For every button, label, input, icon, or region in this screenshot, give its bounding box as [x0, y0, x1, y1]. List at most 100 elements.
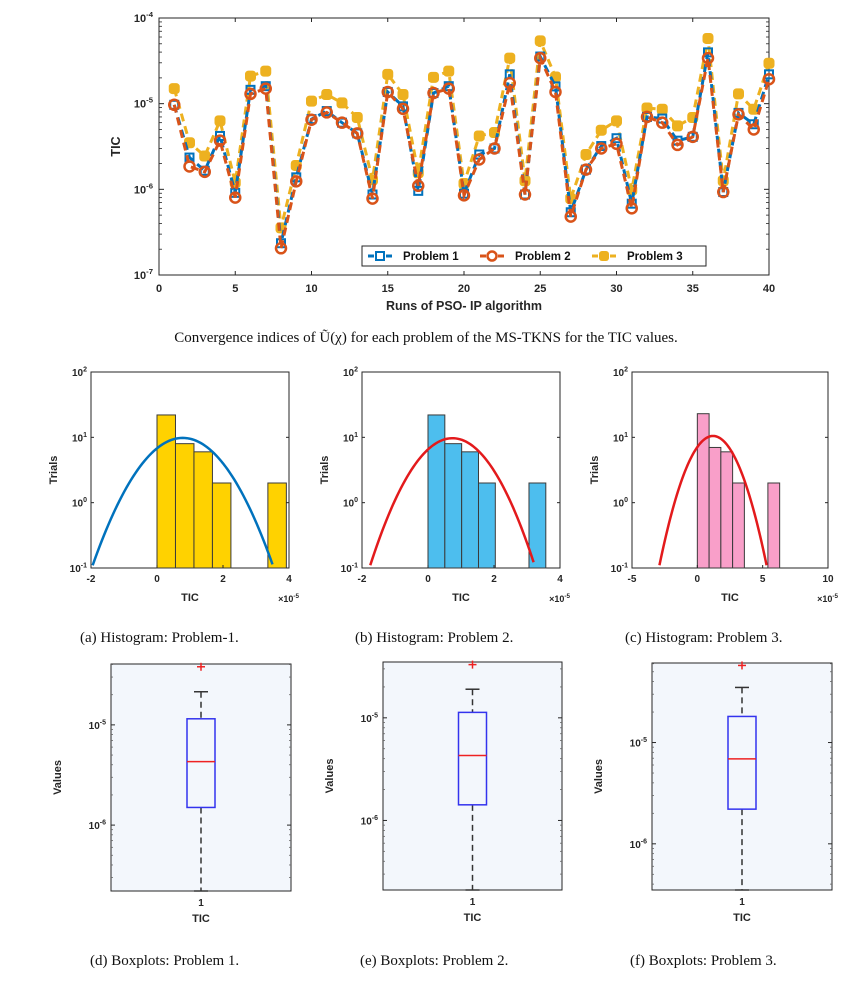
y-tick-label: 101 — [343, 432, 358, 445]
data-point-problem-2 — [671, 138, 684, 152]
data-point-problem-3 — [428, 71, 439, 83]
x-tick-label: -2 — [87, 574, 96, 585]
histogram-bar — [708, 446, 722, 569]
boxplot-problem-1: 10-6 10-5 1 TIC Values — [52, 662, 292, 925]
x-tick-label: 5 — [760, 574, 766, 585]
data-point-problem-3 — [504, 52, 516, 64]
y-tick-label: 10-6 — [89, 820, 106, 833]
y-tick-label: 10-5 — [630, 737, 647, 750]
fit-curve — [91, 436, 274, 566]
y-tick-label: 10-1 — [70, 563, 87, 576]
x-tick-label: 25 — [534, 283, 546, 295]
data-point-problem-3 — [656, 103, 668, 115]
outlier-marker — [197, 662, 205, 671]
y-tick-label: 10-5 — [361, 712, 378, 725]
histogram-bar — [193, 451, 213, 569]
data-point-problem-3 — [382, 68, 394, 80]
plot-frame — [651, 662, 833, 891]
data-point-problem-2 — [427, 86, 440, 100]
fit-curve — [658, 434, 768, 566]
x-tick-label: 4 — [286, 574, 292, 585]
data-point-problem-2 — [488, 142, 501, 155]
data-point-problem-2 — [549, 85, 562, 99]
data-point-problem-2 — [259, 82, 272, 95]
data-point-problem-3 — [336, 97, 348, 109]
data-point-problem-2 — [320, 106, 333, 119]
data-point-problem-2 — [396, 102, 410, 116]
histogram-bar — [174, 443, 195, 569]
histogram-bar — [477, 482, 496, 569]
histogram-bar — [732, 482, 745, 569]
y-tick-label: 100 — [343, 497, 358, 510]
y-axis-label: Trials — [589, 456, 601, 485]
outlier-marker — [468, 660, 477, 669]
x-multiplier-label: ×10-5 — [278, 593, 299, 604]
y-axis-label: Trials — [319, 456, 331, 485]
data-point-problem-2 — [717, 185, 730, 199]
legend-label-1: Problem 1 — [403, 251, 459, 263]
data-point-problem-2 — [473, 153, 486, 166]
histogram-bar — [444, 443, 463, 569]
data-point-problem-3 — [611, 115, 622, 127]
data-point-problem-2 — [686, 130, 699, 144]
histogram-bar — [720, 451, 734, 569]
y-tick-label: 10-6 — [361, 815, 378, 828]
data-point-problem-2 — [503, 76, 516, 90]
caption-boxplot-2: (e) Boxplots: Problem 2. — [360, 953, 509, 969]
data-point-problem-3 — [595, 124, 607, 136]
caption-boxplot-3: (f) Boxplots: Problem 3. — [630, 953, 777, 969]
fit-curve — [369, 436, 535, 566]
histogram-bar — [211, 482, 232, 569]
y-tick-label: 10-5 — [134, 96, 154, 111]
x-multiplier-label: ×10-5 — [817, 593, 838, 604]
data-point-problem-3 — [534, 35, 546, 47]
data-point-problem-2 — [442, 82, 455, 95]
data-point-problem-2 — [762, 72, 776, 86]
data-point-problem-2 — [290, 175, 303, 188]
y-axis-label: Values — [52, 760, 64, 795]
x-tick-label: -5 — [628, 574, 637, 585]
data-point-problem-2 — [625, 202, 638, 215]
box-iqr — [186, 718, 216, 809]
legend: Problem 1 Problem 2 Problem 3 — [361, 245, 707, 267]
x-tick-label: 2 — [220, 574, 226, 585]
y-tick-label: 101 — [613, 432, 628, 445]
histogram-bar — [267, 482, 287, 569]
y-tick-label: 10-4 — [134, 10, 154, 25]
data-point-problem-3 — [763, 57, 775, 69]
x-tick-label: 1 — [470, 897, 476, 908]
y-tick-label: 102 — [613, 367, 628, 380]
data-point-problem-3 — [260, 65, 272, 77]
data-point-problem-1 — [413, 185, 424, 196]
data-point-problem-3 — [702, 32, 714, 44]
outlier-marker — [738, 661, 746, 670]
box-iqr — [727, 715, 757, 810]
data-point-problem-1 — [611, 133, 622, 144]
x-tick-label: 0 — [425, 574, 431, 585]
x-tick-label: 0 — [156, 283, 162, 295]
data-point-problem-3 — [321, 88, 333, 100]
data-point-problem-2 — [213, 134, 227, 147]
x-tick-label: 5 — [232, 283, 238, 295]
caption-histogram-3: (c) Histogram: Problem 3. — [625, 630, 783, 646]
data-point-problem-3 — [245, 70, 256, 82]
x-axis-label: Runs of PSO- IP algorithm — [386, 299, 542, 313]
histogram-bar — [528, 482, 547, 569]
x-tick-label: 30 — [610, 283, 622, 295]
x-tick-label: 1 — [739, 897, 745, 908]
histogram-bar — [427, 414, 446, 569]
histogram-bar — [461, 451, 479, 569]
x-axis-label: TIC — [464, 912, 482, 924]
caption-convergence: Convergence indices of Ũ(χ) for each pro… — [174, 330, 678, 346]
data-point-problem-2 — [183, 160, 196, 173]
data-point-problem-2 — [457, 189, 471, 202]
data-point-problem-2 — [412, 179, 425, 193]
x-axis-label: TIC — [452, 592, 470, 604]
data-point-problem-1 — [764, 69, 774, 80]
x-tick-label: 2 — [491, 574, 497, 585]
x-axis-label: TIC — [733, 912, 751, 924]
data-point-problem-3 — [199, 150, 211, 162]
x-axis-label: TIC — [192, 913, 210, 925]
y-tick-label: 10-1 — [341, 563, 358, 576]
